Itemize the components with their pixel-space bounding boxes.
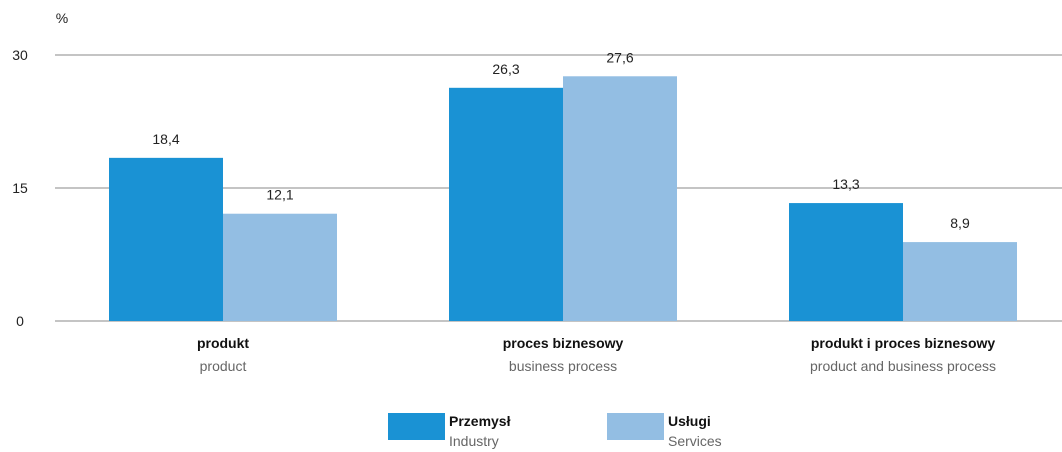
- data-label: 18,4: [152, 131, 179, 147]
- category-labels: produkt product proces biznesowy business p…: [197, 335, 996, 374]
- category-label-en: product and business process: [810, 358, 996, 374]
- y-axis-ticks: 0 15 30: [12, 47, 28, 329]
- data-label: 27,6: [606, 49, 633, 65]
- category-label: produkt i proces biznesowy: [811, 335, 996, 351]
- y-axis-unit: %: [56, 10, 68, 26]
- legend-swatch: [388, 413, 445, 440]
- bar: [563, 76, 677, 321]
- category-label: produkt: [197, 335, 249, 351]
- bar: [223, 213, 337, 321]
- y-tick-label: 15: [12, 180, 28, 196]
- legend-swatch: [607, 413, 664, 440]
- data-label: 12,1: [266, 187, 293, 203]
- bar: [903, 242, 1017, 321]
- data-label: 26,3: [492, 61, 519, 77]
- category-label: proces biznesowy: [503, 335, 624, 351]
- category-label-en: product: [200, 358, 247, 374]
- data-label: 8,9: [950, 215, 970, 231]
- legend-label: Przemysł: [449, 413, 511, 429]
- bar: [789, 203, 903, 321]
- bar: [449, 87, 563, 321]
- data-label: 13,3: [832, 176, 859, 192]
- legend-label-en: Services: [668, 433, 722, 449]
- y-tick-label: 0: [16, 313, 24, 329]
- legend-label-en: Industry: [449, 433, 499, 449]
- legend-label: Usługi: [668, 413, 711, 429]
- data-labels: 18,4 26,3 13,3 12,1 27,6 8,9: [152, 49, 970, 231]
- bar: [109, 157, 223, 321]
- bars: [109, 76, 1017, 321]
- category-label-en: business process: [509, 358, 617, 374]
- legend: Przemysł Industry Usługi Services: [388, 413, 722, 449]
- y-tick-label: 30: [12, 47, 28, 63]
